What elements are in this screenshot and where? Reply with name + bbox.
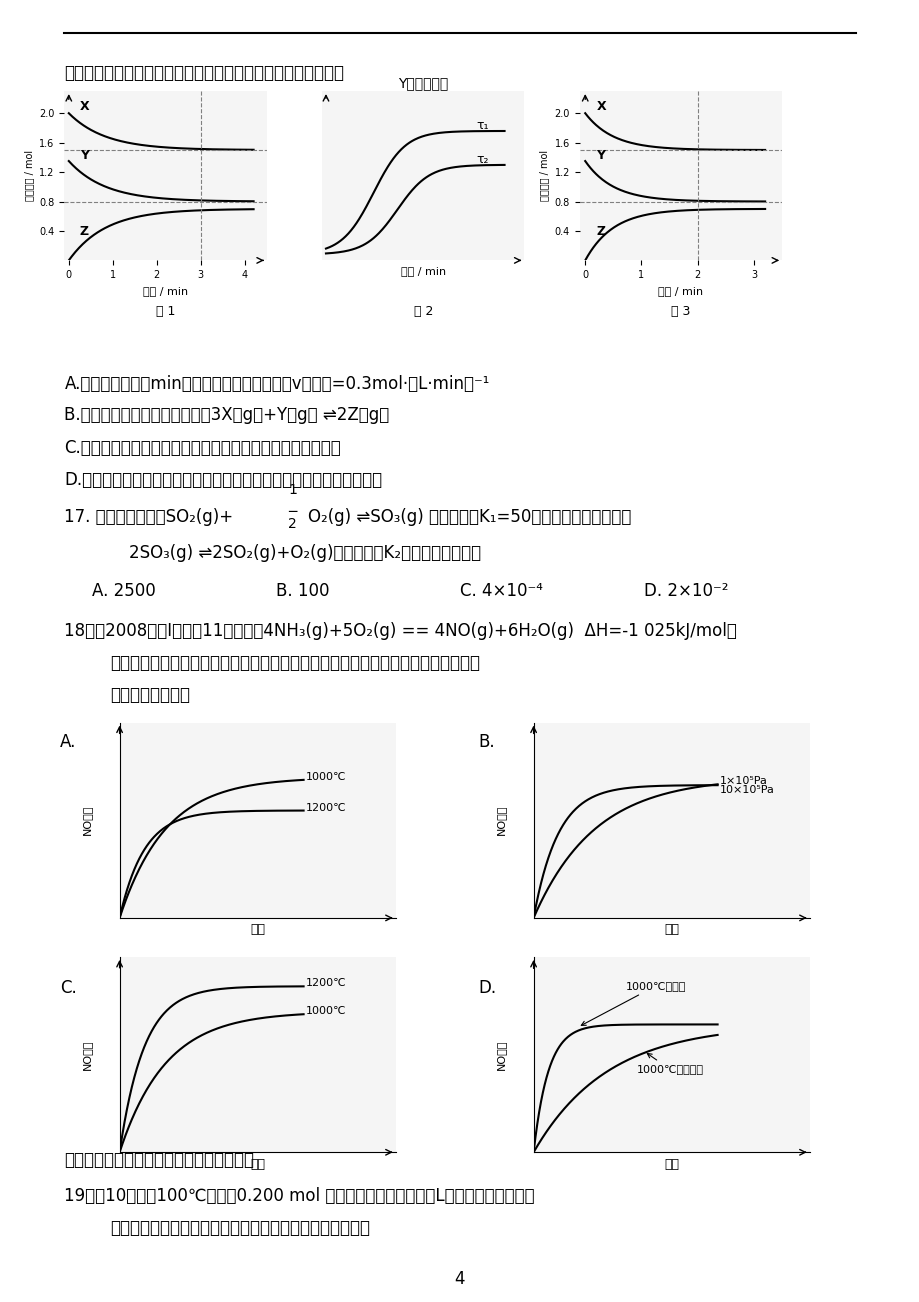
Text: 1000℃: 1000℃ [305,772,346,783]
Text: C.: C. [60,979,76,997]
Text: NO含量: NO含量 [82,805,91,836]
Text: X: X [596,99,606,112]
Text: 10×10⁵Pa: 10×10⁵Pa [719,785,774,796]
Text: τ₂: τ₂ [476,152,489,165]
X-axis label: 时间 / min: 时间 / min [657,285,703,296]
Text: 该反应是一个可逆反应。若反应物起始物质的量相同，下列关于该反应的示意图不正: 该反应是一个可逆反应。若反应物起始物质的量相同，下列关于该反应的示意图不正 [110,654,480,672]
X-axis label: 时间: 时间 [250,923,265,936]
Text: Y: Y [80,148,89,161]
Text: NO含量: NO含量 [495,805,505,836]
X-axis label: 时间: 时间 [664,923,678,936]
Text: 二、填空（本题包括４个小题，共４６分）: 二、填空（本题包括４个小题，共４６分） [64,1151,255,1169]
Text: X: X [80,99,89,112]
Text: 1000℃: 1000℃ [305,1006,346,1017]
Text: 18．（2008全国Ⅰ理综，11）已知：4NH₃(g)+5O₂(g) == 4NO(g)+6H₂O(g)  ΔH=-1 025kJ/mol，: 18．（2008全国Ⅰ理综，11）已知：4NH₃(g)+5O₂(g) == 4N… [64,622,736,641]
Text: O₂(g) ⇌SO₃(g) 的平衡常数K₁=50，在同一温度下，反应: O₂(g) ⇌SO₃(g) 的平衡常数K₁=50，在同一温度下，反应 [308,508,630,526]
Text: 百分含量与时间的关系如图２所示．则下列结论正确的是（ｂ）: 百分含量与时间的关系如图２所示．则下列结论正确的是（ｂ） [64,64,344,82]
X-axis label: 时间: 时间 [664,1157,678,1170]
Text: 1200℃: 1200℃ [305,802,346,812]
Text: NO含量: NO含量 [495,1039,505,1070]
Text: 图 3: 图 3 [670,305,690,318]
Text: 图 2: 图 2 [413,305,433,318]
Text: C.保持其他条件不变，升高温度，反应的化学平衡常数Ｋ减小: C.保持其他条件不变，升高温度，反应的化学平衡常数Ｋ减小 [64,439,341,457]
Text: 确的是（　ｃ　）: 确的是（ ｃ ） [110,686,190,704]
Text: 图 1: 图 1 [155,305,176,318]
Text: B. 100: B. 100 [276,582,329,600]
Text: 4: 4 [454,1269,465,1288]
Text: τ₁: τ₁ [476,118,489,132]
Text: D.: D. [478,979,496,997]
X-axis label: 时间 / min: 时间 / min [142,285,188,296]
Text: Z: Z [80,225,89,238]
Text: 1000℃催化剂: 1000℃催化剂 [581,980,686,1026]
Text: 17. 某温度下，反应SO₂(g)+: 17. 某温度下，反应SO₂(g)+ [64,508,233,526]
Text: A.: A. [60,733,76,751]
Text: Z: Z [596,225,605,238]
Text: Y: Y [596,148,605,161]
Text: 2SO₃(g) ⇌2SO₂(g)+O₂(g)的平衡常数K₂的值为（ｃ　　）: 2SO₃(g) ⇌2SO₂(g)+O₂(g)的平衡常数K₂的值为（ｃ ） [129,544,481,562]
Title: Y的百分含量: Y的百分含量 [398,76,448,90]
X-axis label: 时间: 时间 [250,1157,265,1170]
Text: 1: 1 [288,483,297,497]
Text: D.若改变反应条件，使反应进程如图３所示，则改变的条件是增大压强: D.若改变反应条件，使反应进程如图３所示，则改变的条件是增大压强 [64,471,382,490]
Text: D. 2×10⁻²: D. 2×10⁻² [643,582,728,600]
Text: ─: ─ [288,505,297,518]
Text: 1200℃: 1200℃ [305,978,346,988]
Text: NO含量: NO含量 [82,1039,91,1070]
Text: A.反应进行的前３min内，用Ｘ表示的反应速率v（Ｘ）=0.3mol·（L·min）⁻¹: A.反应进行的前３min内，用Ｘ表示的反应速率v（Ｘ）=0.3mol·（L·mi… [64,375,489,393]
Text: B.容器中发生的反应可表示为：3X（g）+Y（g） ⇌2Z（g）: B.容器中发生的反应可表示为：3X（g）+Y（g） ⇌2Z（g） [64,406,390,424]
Text: 每隔一定时间对该容器内的物质进行分析，得到如下表格：: 每隔一定时间对该容器内的物质进行分析，得到如下表格： [110,1219,370,1237]
Y-axis label: 物质的量 / mol: 物质的量 / mol [539,150,549,202]
Y-axis label: 物质的量 / mol: 物质的量 / mol [24,150,34,202]
Text: C. 4×10⁻⁴: C. 4×10⁻⁴ [460,582,542,600]
Text: 19．（10分）在100℃时，将0.200 mol 的四氧化二氮气体充入２L抽空的密闭容器中，: 19．（10分）在100℃时，将0.200 mol 的四氧化二氮气体充入２L抽空… [64,1187,535,1206]
Text: 1×10⁵Pa: 1×10⁵Pa [719,776,766,786]
Text: 1000℃无催化剂: 1000℃无催化剂 [636,1053,703,1074]
X-axis label: 时间 / min: 时间 / min [400,266,446,276]
Text: 2: 2 [288,517,297,531]
Text: B.: B. [478,733,494,751]
Text: A. 2500: A. 2500 [92,582,155,600]
